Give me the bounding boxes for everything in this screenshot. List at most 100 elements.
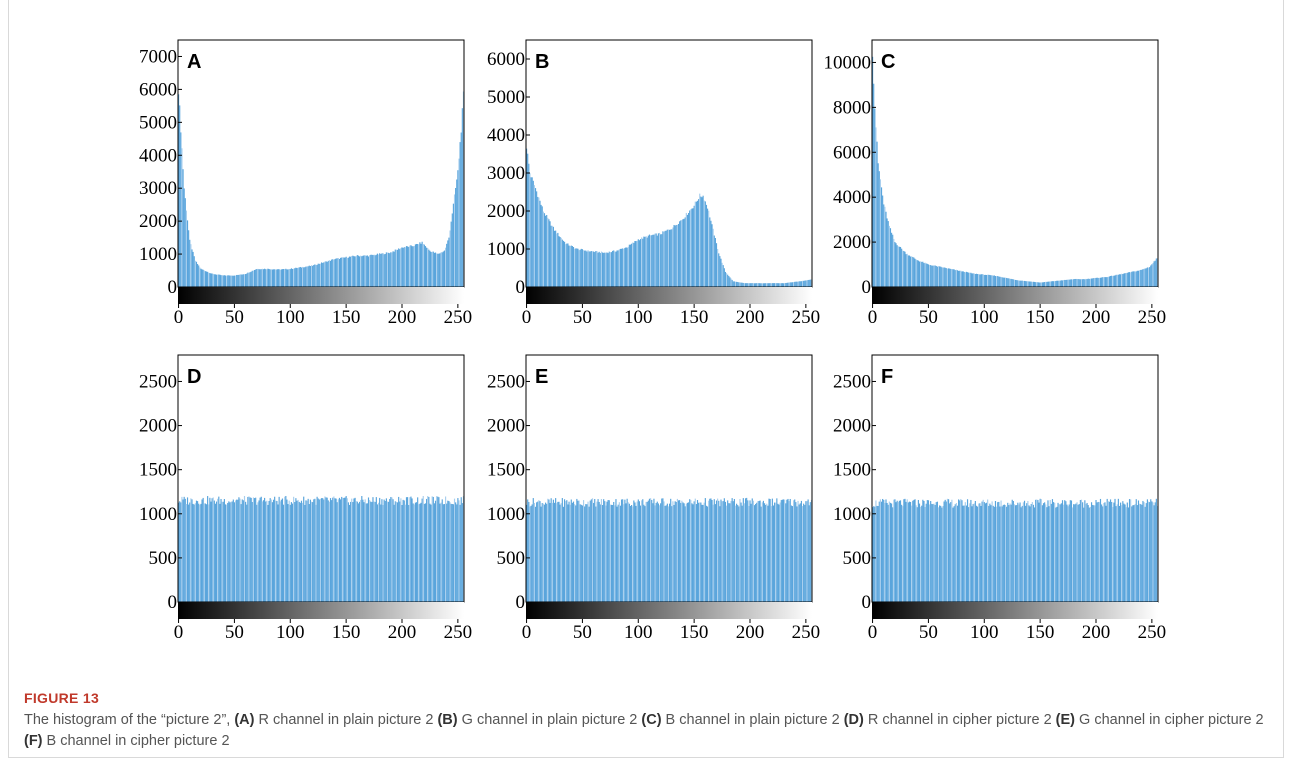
histogram-bar [753,283,756,287]
histogram-bar [752,500,754,602]
histogram-bar [393,251,395,287]
y-tick-label: 1000 [139,504,177,525]
histogram-bar [1013,279,1016,287]
histogram-bar [923,500,925,602]
histogram-bar [325,261,327,287]
histogram-bar [1038,282,1040,287]
histogram-bar [386,252,389,287]
histogram-bar [781,283,784,287]
histogram-bar [1155,498,1157,602]
histogram-bar [269,269,271,287]
histogram-bar [1050,281,1052,287]
histogram-bar [734,281,737,287]
histogram-bar [873,506,875,602]
histogram-bar [1013,504,1016,602]
histogram-bar [404,504,406,602]
histogram-bar [685,503,687,602]
histogram-bar [757,283,759,287]
histogram-bar [1056,506,1058,602]
histogram-bar [246,504,248,602]
histogram-bar [353,256,355,287]
histogram-bar [267,268,269,287]
histogram-bar [398,496,400,602]
histogram-bar [777,283,779,287]
panel-letter: C [881,51,895,73]
histogram-bar [666,503,668,602]
histogram-bar [433,252,436,287]
histogram-bar [949,268,951,287]
histogram-bar [229,275,231,287]
histogram-bar [1033,507,1036,602]
histogram-bar [290,268,293,287]
histogram-bar [1112,276,1114,287]
histogram-bar [906,499,908,602]
histogram-bar [958,499,960,602]
histogram-bar [912,500,914,602]
histogram-bar [462,496,465,602]
histogram-bar [933,265,935,287]
histogram-bar [405,246,408,287]
histogram-bar [635,505,637,602]
histogram-bar [335,498,337,602]
histogram-bar [450,221,452,287]
histogram-bar [234,500,237,602]
histogram-bar [440,252,442,287]
histogram-bar [944,267,946,287]
histogram-bar [205,504,208,602]
histogram-bar [1118,505,1121,602]
histogram-bar [742,498,744,602]
histogram-bar [578,250,580,287]
histogram-bar [709,217,711,287]
histogram-bar [779,502,781,602]
histogram-bar [972,504,974,602]
histogram-bar [400,248,402,287]
histogram-bar [758,500,760,602]
histogram-bar [561,498,563,602]
histogram-bar [341,496,343,602]
histogram-bar [461,108,463,287]
histogram-bar [733,281,735,287]
histogram-bar [722,265,724,287]
histogram-bar [994,501,997,602]
histogram-bar [1046,281,1048,287]
histogram-bar [750,503,752,602]
histogram-bar [357,255,360,287]
histogram-bar [367,256,370,287]
histogram-bar [950,268,952,287]
histogram-bar [302,266,304,287]
histogram-bar [922,499,924,602]
histogram-bar [945,268,947,287]
histogram-bar [1060,503,1062,602]
histogram-bar [962,271,964,287]
histogram-bar [1104,502,1106,602]
histogram-bar [228,501,230,602]
histogram-bar [278,496,280,602]
histogram-bar [1059,280,1061,287]
histogram-bar [367,497,370,602]
panel-letter: B [535,51,549,73]
histogram-bar [724,271,727,287]
histogram-bar [321,262,323,287]
histogram-bar [363,502,365,602]
x-tick-label: 150 [332,307,361,328]
histogram-bar [1025,505,1027,602]
histogram-bar [541,503,543,602]
histogram-bar [180,502,182,602]
histogram-bar [599,253,601,287]
histogram-bar [276,500,278,602]
histogram-bar [272,499,275,602]
histogram-bar [1055,507,1057,602]
histogram-bar [298,501,300,602]
histogram-bar [936,266,938,287]
histogram-bar [546,214,548,287]
histogram-bar [400,498,402,602]
panel-letter: D [187,366,201,388]
histogram-bar [528,501,530,602]
histogram-bar [393,504,395,602]
histogram-bar [352,502,354,602]
histogram-bar [1075,503,1077,602]
histogram-bar [550,498,552,602]
histogram-bar [1101,504,1103,602]
histogram-bar [275,269,277,287]
histogram-bar [323,262,325,287]
